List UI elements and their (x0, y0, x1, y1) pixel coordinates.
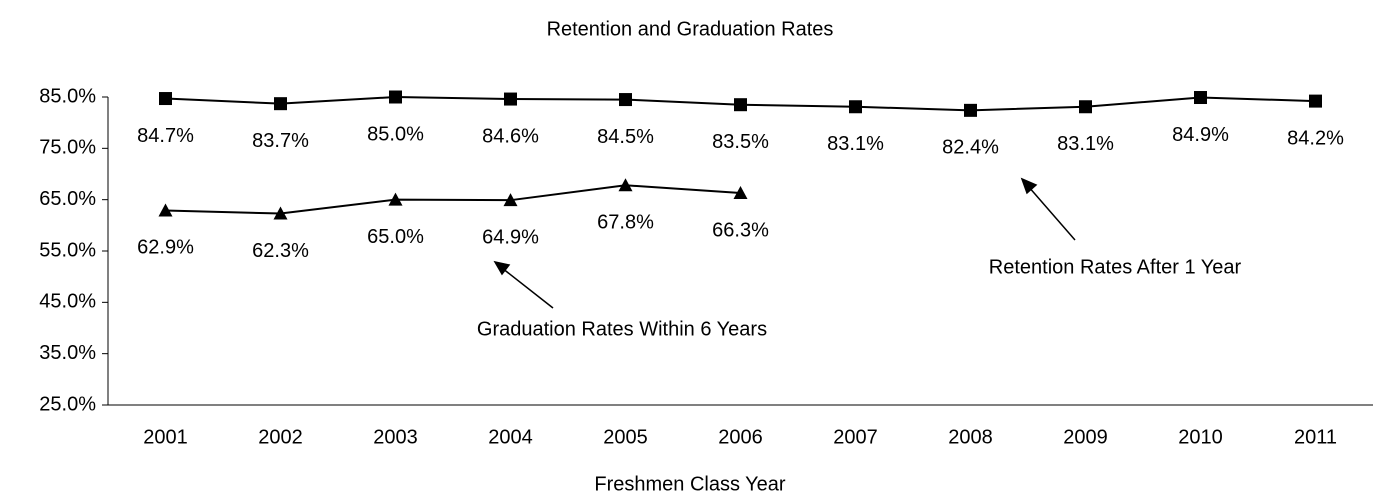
data-label: 84.6% (482, 125, 539, 147)
data-label: 84.5% (597, 126, 654, 148)
marker (734, 98, 747, 112)
data-label: 84.2% (1287, 127, 1344, 149)
x-tick-label: 2003 (373, 426, 418, 448)
annotation: Retention Rates After 1 Year (989, 256, 1242, 278)
x-tick-label: 2006 (718, 426, 763, 448)
marker (274, 97, 287, 111)
x-axis-label: Freshmen Class Year (594, 473, 786, 495)
marker (733, 185, 748, 199)
marker (503, 193, 518, 207)
data-label: 83.1% (827, 133, 884, 155)
arrow (493, 260, 554, 309)
x-tick-label: 2004 (488, 426, 533, 448)
data-label: 83.7% (252, 130, 309, 152)
marker (619, 93, 632, 107)
arrow-head (1020, 177, 1038, 195)
data-label: 82.4% (942, 137, 999, 159)
x-tick-label: 2001 (143, 426, 188, 448)
x-tick-label: 2010 (1178, 426, 1223, 448)
marker (389, 90, 402, 104)
marker (158, 203, 173, 217)
y-tick-label: 45.0% (39, 291, 96, 313)
y-tick-label: 85.0% (39, 85, 96, 107)
marker (273, 206, 288, 220)
data-label: 62.3% (252, 240, 309, 262)
y-tick-label: 35.0% (39, 342, 96, 364)
data-label: 84.9% (1172, 124, 1229, 146)
x-tick-label: 2005 (603, 426, 648, 448)
data-label: 83.5% (712, 131, 769, 153)
data-label: 66.3% (712, 219, 769, 241)
marker (964, 103, 977, 117)
x-tick-label: 2011 (1294, 426, 1337, 448)
data-label: 64.9% (482, 226, 539, 248)
arrow (1020, 177, 1076, 241)
marker (849, 100, 862, 114)
data-label: 67.8% (597, 212, 654, 234)
marker (504, 92, 517, 106)
chart-title: Retention and Graduation Rates (547, 18, 834, 40)
y-tick-label: 25.0% (39, 393, 96, 415)
series-line (165, 184, 741, 215)
marker (388, 192, 403, 206)
x-tick-label: 2008 (948, 426, 993, 448)
data-label: 65.0% (367, 226, 424, 248)
data-label: 84.7% (137, 125, 194, 147)
x-tick-label: 2002 (258, 426, 303, 448)
x-tick-label: 2007 (833, 426, 878, 448)
annotation: Graduation Rates Within 6 Years (477, 318, 767, 340)
marker (1309, 94, 1322, 108)
data-label: 85.0% (367, 123, 424, 145)
marker (618, 178, 633, 192)
marker (159, 92, 172, 106)
x-tick-label: 2009 (1063, 426, 1108, 448)
marker (1194, 91, 1207, 105)
arrow-line (1027, 185, 1076, 241)
y-tick-label: 55.0% (39, 239, 96, 261)
data-label: 62.9% (137, 237, 194, 259)
y-tick-label: 75.0% (39, 137, 96, 159)
data-label: 83.1% (1057, 133, 1114, 155)
marker (1079, 100, 1092, 114)
arrow-line (501, 267, 554, 309)
arrow-head (493, 260, 511, 276)
y-tick-label: 65.0% (39, 188, 96, 210)
